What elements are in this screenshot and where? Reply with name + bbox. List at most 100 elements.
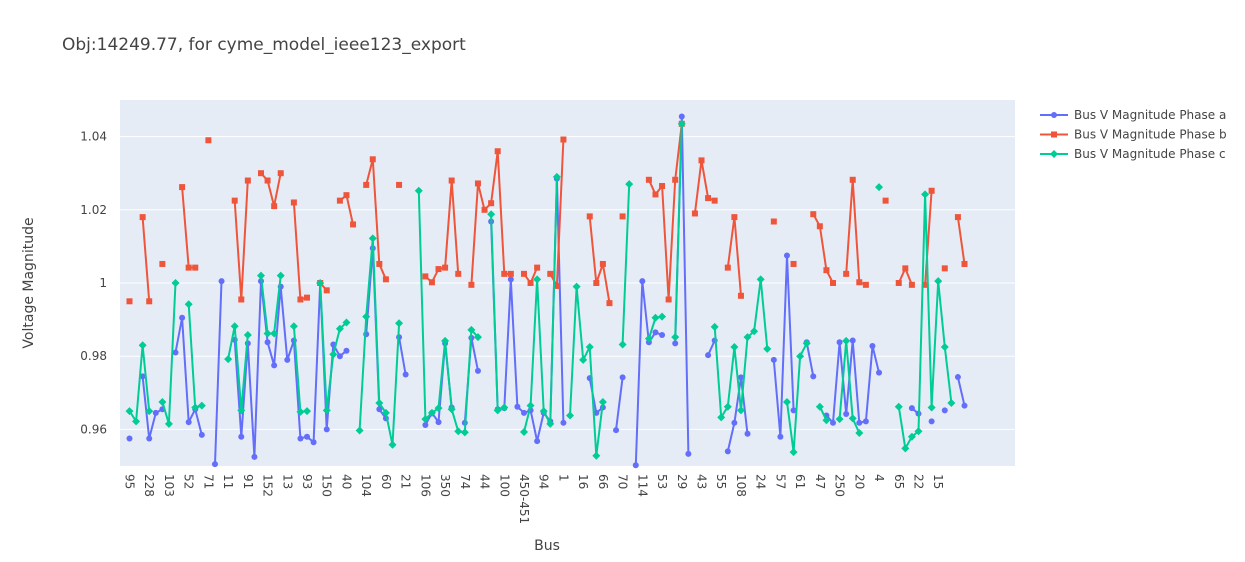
- data-point: [724, 448, 731, 455]
- data-point: [789, 448, 798, 457]
- data-point: [179, 184, 186, 191]
- data-point: [685, 450, 692, 457]
- data-point: [447, 405, 456, 414]
- data-point: [263, 329, 272, 338]
- data-point: [493, 406, 502, 415]
- legend: Bus V Magnitude Phase a Bus V Magnitude P…: [1040, 108, 1227, 161]
- data-point: [592, 451, 601, 460]
- x-tick-label: 52: [182, 474, 196, 489]
- data-point: [336, 353, 343, 360]
- data-point: [934, 277, 943, 286]
- data-point: [230, 322, 239, 331]
- data-point: [290, 199, 297, 206]
- x-tick-label: 95: [123, 474, 137, 489]
- data-point: [343, 347, 350, 354]
- data-point: [770, 218, 777, 225]
- chart-title: Obj:14249.77, for cyme_model_ieee123_exp…: [62, 35, 466, 55]
- data-point: [921, 190, 930, 199]
- data-point: [487, 210, 496, 219]
- data-point: [736, 406, 745, 415]
- data-point: [678, 113, 685, 120]
- data-point: [961, 402, 968, 409]
- data-point: [947, 399, 956, 408]
- data-point: [388, 440, 397, 449]
- data-point: [836, 339, 843, 346]
- x-tick-label: 106: [418, 474, 432, 497]
- data-point: [908, 405, 915, 412]
- data-point: [539, 407, 548, 416]
- data-point: [297, 435, 304, 442]
- data-point: [940, 343, 949, 352]
- x-tick-label: 114: [635, 474, 649, 497]
- data-point: [731, 419, 738, 426]
- data-point: [520, 270, 527, 277]
- x-tick-label: 450-451: [517, 474, 531, 524]
- data-point: [473, 333, 482, 342]
- data-point: [376, 406, 383, 413]
- data-point: [164, 419, 173, 428]
- x-tick-label: 70: [616, 474, 630, 489]
- data-point: [342, 318, 351, 327]
- data-point: [593, 280, 600, 286]
- data-point: [244, 177, 251, 184]
- data-point: [579, 355, 588, 364]
- data-point: [782, 397, 791, 406]
- data-point: [658, 312, 667, 321]
- data-point: [914, 427, 923, 436]
- data-point: [855, 429, 864, 438]
- data-point: [691, 210, 698, 217]
- x-tick-label: 57: [773, 474, 787, 489]
- data-point: [494, 148, 501, 155]
- data-point: [125, 407, 134, 416]
- x-tick-label: 24: [754, 474, 768, 489]
- data-point: [790, 260, 797, 267]
- data-point: [335, 324, 344, 333]
- data-point: [191, 403, 200, 412]
- data-point: [750, 327, 759, 336]
- data-point: [468, 281, 475, 288]
- x-tick-label: 44: [478, 474, 492, 489]
- data-point: [139, 214, 146, 221]
- data-point: [830, 419, 837, 426]
- data-point: [126, 435, 133, 442]
- x-tick-label: 29: [675, 474, 689, 489]
- data-point: [237, 406, 246, 415]
- data-point: [586, 213, 593, 220]
- data-point: [546, 419, 555, 428]
- data-point: [876, 369, 883, 376]
- data-point: [369, 156, 376, 163]
- data-point: [737, 374, 744, 381]
- data-point: [796, 352, 805, 361]
- data-point: [256, 271, 265, 280]
- data-point: [613, 427, 620, 434]
- data-point: [488, 200, 495, 207]
- series: [125, 113, 968, 469]
- data-point: [303, 407, 312, 416]
- data-point: [276, 271, 285, 280]
- data-point: [585, 343, 594, 352]
- x-tick-label: 60: [379, 474, 393, 489]
- data-point: [856, 279, 863, 286]
- data-point: [185, 264, 192, 271]
- data-point: [474, 367, 481, 374]
- data-point: [698, 157, 705, 164]
- x-tick-label: 21: [399, 474, 413, 489]
- data-point: [744, 430, 751, 437]
- x-tick-label: 16: [576, 474, 590, 489]
- y-tick-label: 1.02: [80, 203, 107, 217]
- x-tick-label: 13: [280, 474, 294, 489]
- data-point: [810, 373, 817, 380]
- x-tick-label: 66: [596, 474, 610, 489]
- data-point: [843, 411, 850, 418]
- data-point: [763, 344, 772, 353]
- data-point: [501, 270, 508, 277]
- data-point: [770, 356, 777, 363]
- x-tick-label: 108: [734, 474, 748, 497]
- x-tick-label: 22: [911, 474, 925, 489]
- data-point: [138, 341, 147, 350]
- data-point: [428, 279, 435, 286]
- data-point: [941, 407, 948, 414]
- x-tick-label: 94: [537, 474, 551, 489]
- x-tick-label: 152: [261, 474, 275, 497]
